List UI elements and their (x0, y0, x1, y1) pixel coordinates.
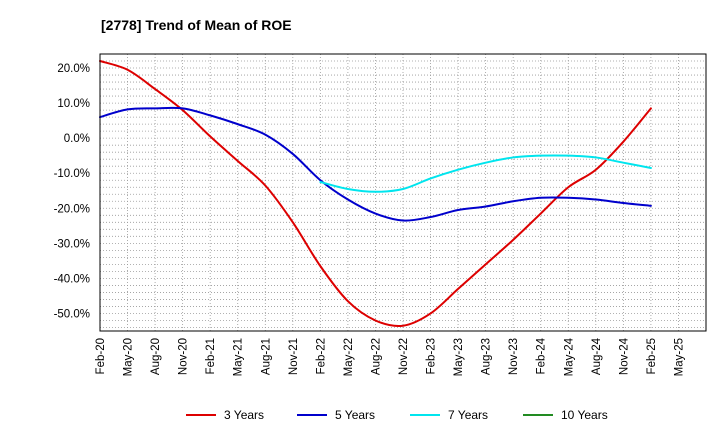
x-tick-label: Aug-23 (481, 338, 493, 375)
series-line-7-years (319, 154, 652, 193)
y-axis-tick-labels: 20.0% 10.0% 0.0% -10.0% -20.0% -30.0% -40.0% -5… (54, 63, 90, 320)
x-tick-label: Nov-23 (508, 338, 520, 375)
x-tick-label: May-24 (563, 337, 575, 376)
x-tick-label: Feb-22 (315, 338, 327, 374)
y-tick-label: -40.0% (54, 273, 90, 285)
legend-label: 3 Years (224, 408, 264, 422)
y-tick-label: -20.0% (54, 203, 90, 215)
plot-frame (99, 53, 707, 332)
series-lines (99, 60, 652, 328)
y-tick-label: 10.0% (57, 98, 90, 110)
y-tick-label: 0.0% (64, 133, 90, 145)
x-tick-label: Nov-24 (618, 337, 630, 375)
y-tick-label: -50.0% (54, 308, 90, 320)
y-tick-label: -10.0% (54, 168, 90, 180)
x-tick-label: Feb-24 (536, 337, 548, 374)
x-tick-label: Feb-25 (646, 338, 658, 374)
x-tick-label: Aug-24 (591, 337, 603, 375)
y-tick-label: 20.0% (57, 63, 90, 75)
grid-lines (100, 54, 706, 331)
x-tick-label: Nov-22 (398, 338, 410, 375)
x-tick-label: May-20 (123, 338, 135, 376)
x-tick-label: Feb-20 (95, 338, 107, 374)
x-tick-label: May-22 (343, 338, 355, 376)
x-tick-label: Feb-21 (205, 338, 217, 374)
legend: 3 Years 5 Years 7 Years 10 Years (186, 408, 608, 422)
x-tick-label: Aug-22 (370, 338, 382, 375)
x-axis-tick-labels: Feb-20 May-20 Aug-20 Nov-20 Feb-21 May-21 Aug-… (95, 337, 685, 376)
x-tick-label: May-21 (233, 338, 245, 376)
legend-label: 5 Years (335, 408, 375, 422)
x-tick-label: Aug-21 (260, 338, 272, 375)
series-line-5-years (99, 106, 652, 222)
chart-title: [2778] Trend of Mean of ROE (101, 17, 292, 33)
legend-label: 7 Years (448, 408, 488, 422)
x-tick-label: Aug-20 (150, 338, 162, 375)
series-line-3-years (99, 60, 652, 328)
x-tick-label: May-23 (453, 338, 465, 376)
x-tick-label: Feb-23 (426, 338, 438, 374)
x-tick-label: Nov-21 (288, 338, 300, 375)
legend-label: 10 Years (561, 408, 608, 422)
x-tick-label: May-25 (673, 338, 685, 376)
x-tick-label: Nov-20 (178, 338, 190, 375)
y-tick-label: -30.0% (54, 238, 90, 250)
